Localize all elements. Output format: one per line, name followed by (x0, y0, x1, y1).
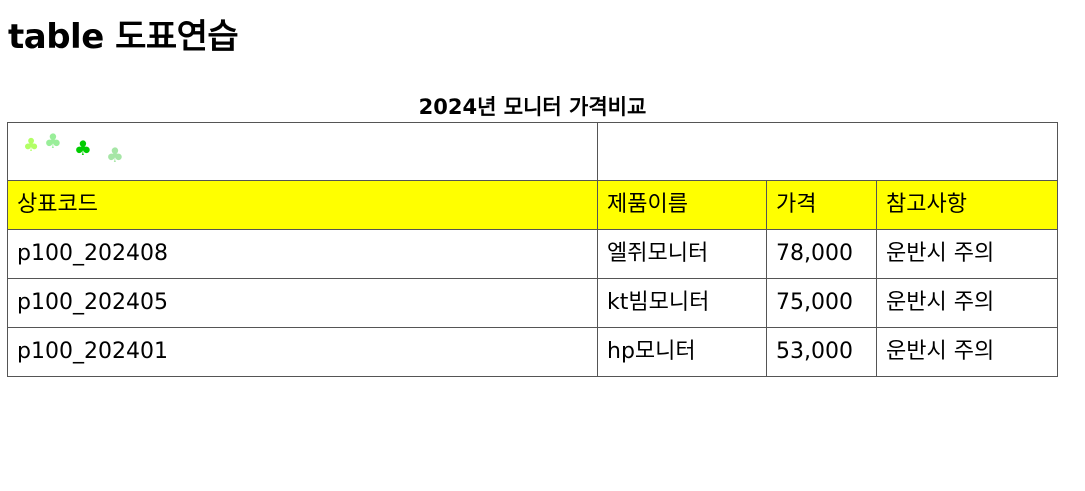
header-cell: 제품이름 (597, 180, 767, 230)
banner-empty-cell (596, 122, 1059, 181)
clover-icon: ♣ (23, 135, 40, 156)
note-cell: 운반시 주의 (875, 278, 1059, 328)
clover-icon: ♣ (106, 143, 124, 167)
table-caption: 2024년 모니터 가격비교 (418, 95, 647, 119)
price-cell: 78,000 (766, 229, 877, 279)
table-row: p100_202408 엘쥐모니터 78,000 운반시 주의 (7, 229, 1059, 279)
banner-row: ♣ ♣ ♣ ♣ (7, 122, 1059, 181)
product-name-cell: 엘쥐모니터 (597, 229, 767, 279)
clover-icon: ♣ (74, 136, 92, 160)
product-code-cell: p100_202405 (7, 278, 598, 328)
product-code-cell: p100_202401 (7, 327, 598, 377)
table-header-row: 상표코드 제품이름 가격 참고사항 (7, 180, 1059, 230)
product-name-cell: hp모니터 (597, 327, 767, 377)
page-title: table 도표연습 (8, 17, 239, 57)
header-cell: 가격 (766, 180, 877, 230)
table-row: p100_202405 kt빔모니터 75,000 운반시 주의 (7, 278, 1059, 328)
product-code-cell: p100_202408 (7, 229, 598, 279)
price-cell: 75,000 (766, 278, 877, 328)
note-cell: 운반시 주의 (875, 327, 1059, 377)
table-row: p100_202401 hp모니터 53,000 운반시 주의 (7, 327, 1059, 377)
note-cell: 운반시 주의 (875, 229, 1059, 279)
product-name-cell: kt빔모니터 (597, 278, 767, 328)
clover-icon: ♣ (44, 129, 62, 153)
price-comparison-table: ♣ ♣ ♣ ♣ 상표코드 제품이름 가격 참고사항 p100_202408 엘쥐… (7, 122, 1059, 377)
header-cell: 참고사항 (875, 180, 1059, 230)
price-cell: 53,000 (766, 327, 877, 377)
clover-image-cell: ♣ ♣ ♣ ♣ (7, 122, 598, 181)
header-cell: 상표코드 (7, 180, 598, 230)
